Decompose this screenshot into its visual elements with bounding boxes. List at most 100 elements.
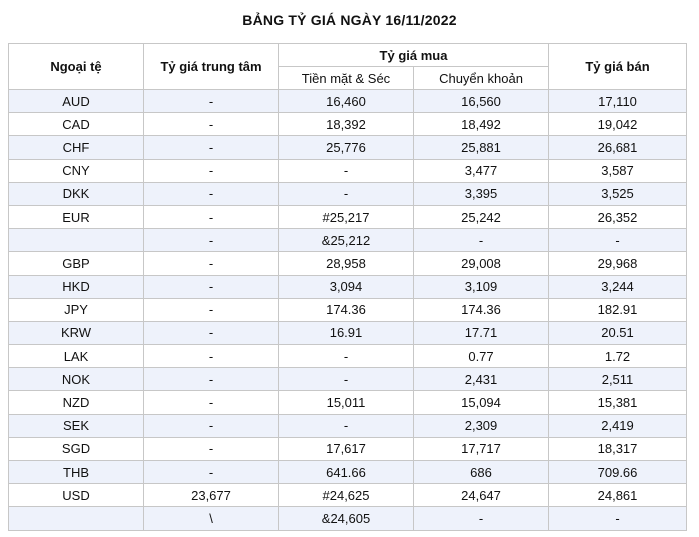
cash-buy-cell: - bbox=[278, 344, 414, 369]
sell-rate-cell: 19,042 bbox=[548, 112, 688, 137]
central-rate-cell: - bbox=[143, 274, 279, 299]
transfer-buy-cell: - bbox=[412, 228, 550, 253]
central-rate-cell: - bbox=[143, 320, 279, 346]
sell-rate-cell: 1.72 bbox=[548, 344, 688, 369]
sell-rate-cell: 3,244 bbox=[548, 274, 688, 299]
sell-rate-cell: 26,352 bbox=[548, 204, 688, 230]
central-rate-cell: - bbox=[143, 88, 279, 114]
cash-buy-cell: 15,011 bbox=[278, 390, 414, 415]
transfer-buy-cell: 24,647 bbox=[412, 483, 550, 508]
transfer-buy-cell: 3,109 bbox=[412, 274, 550, 299]
cash-buy-cell: 641.66 bbox=[278, 459, 414, 485]
transfer-buy-cell: 0.77 bbox=[412, 344, 550, 369]
cash-buy-cell: - bbox=[278, 158, 414, 183]
cash-buy-cell: 174.36 bbox=[278, 297, 414, 322]
currency-cell: SGD bbox=[8, 436, 144, 462]
table-row: EUR - #25,217 25,242 26,352 bbox=[8, 204, 688, 230]
transfer-buy-cell: - bbox=[412, 506, 550, 531]
sell-rate-cell: 2,419 bbox=[548, 413, 688, 438]
currency-cell: THB bbox=[8, 459, 144, 485]
table-row: AUD -16,460 16,560 17,110 bbox=[8, 88, 688, 114]
transfer-buy-cell: 15,094 bbox=[412, 390, 550, 415]
currency-cell: DKK bbox=[8, 181, 144, 206]
header-transfer: Chuyển khoản bbox=[412, 66, 550, 90]
cash-buy-cell: &24,605 bbox=[278, 506, 414, 531]
sell-rate-cell: 3,587 bbox=[548, 158, 688, 183]
currency-cell: LAK bbox=[8, 344, 144, 369]
table-body: AUD -16,460 16,560 17,110 CAD -18,392 18,492 19… bbox=[8, 88, 688, 531]
header-sell-rate: Tỷ giá bán bbox=[548, 43, 688, 90]
transfer-buy-cell: 25,242 bbox=[412, 204, 550, 230]
transfer-buy-cell: 3,477 bbox=[412, 158, 550, 183]
sell-rate-cell: - bbox=[548, 506, 688, 531]
sell-rate-cell: 17,110 bbox=[548, 88, 688, 114]
transfer-buy-cell: 17.71 bbox=[412, 320, 550, 346]
cash-buy-cell: 28,958 bbox=[278, 251, 414, 276]
transfer-buy-cell: 18,492 bbox=[412, 112, 550, 137]
transfer-buy-cell: 686 bbox=[412, 459, 550, 485]
currency-cell: CNY bbox=[8, 158, 144, 183]
transfer-buy-cell: 3,395 bbox=[412, 181, 550, 206]
central-rate-cell: - bbox=[143, 158, 279, 183]
currency-cell: GBP bbox=[8, 251, 144, 276]
currency-cell: CHF bbox=[8, 135, 144, 160]
sell-rate-cell: 18,317 bbox=[548, 436, 688, 462]
central-rate-cell: - bbox=[143, 251, 279, 276]
currency-cell: HKD bbox=[8, 274, 144, 299]
cash-buy-cell: - bbox=[278, 413, 414, 438]
transfer-buy-cell: 174.36 bbox=[412, 297, 550, 322]
header-cash-cheque: Tiền mặt & Séc bbox=[278, 66, 414, 90]
currency-cell: KRW bbox=[8, 320, 144, 346]
cash-buy-cell: 18,392 bbox=[278, 112, 414, 137]
currency-cell: SEK bbox=[8, 413, 144, 438]
table-row: \ &24,605- - bbox=[8, 506, 688, 531]
cash-buy-cell: 25,776 bbox=[278, 135, 414, 160]
cash-buy-cell: - bbox=[278, 367, 414, 392]
central-rate-cell: - bbox=[143, 459, 279, 485]
table-row: SEK - -2,309 2,419 bbox=[8, 413, 688, 438]
central-rate-cell: 23,677 bbox=[143, 483, 279, 508]
transfer-buy-cell: 2,431 bbox=[412, 367, 550, 392]
currency-cell bbox=[8, 506, 144, 531]
sell-rate-cell: - bbox=[548, 228, 688, 253]
table-row: NZD -15,011 15,094 15,381 bbox=[8, 390, 688, 415]
central-rate-cell: - bbox=[143, 135, 279, 160]
transfer-buy-cell: 17,717 bbox=[412, 436, 550, 462]
transfer-buy-cell: 2,309 bbox=[412, 413, 550, 438]
header-currency: Ngoại tệ bbox=[8, 43, 144, 90]
table-row: THB -641.66 686 709.66 bbox=[8, 459, 688, 485]
currency-cell bbox=[8, 228, 144, 253]
currency-cell: CAD bbox=[8, 112, 144, 137]
sell-rate-cell: 182.91 bbox=[548, 297, 688, 322]
currency-cell: AUD bbox=[8, 88, 144, 114]
sell-rate-cell: 15,381 bbox=[548, 390, 688, 415]
table-row: NOK - -2,431 2,511 bbox=[8, 367, 688, 392]
sell-rate-cell: 20.51 bbox=[548, 320, 688, 346]
page-title: BẢNG TỶ GIÁ NGÀY 16/11/2022 bbox=[242, 12, 457, 28]
sell-rate-cell: 29,968 bbox=[548, 251, 688, 276]
table-row: USD 23,677 #24,625 24,647 24,861 bbox=[8, 483, 688, 508]
transfer-buy-cell: 16,560 bbox=[412, 88, 550, 114]
exchange-rate-table: Ngoại tệ Tỷ giá trung tâm Tỷ giá mua Tỷ … bbox=[8, 43, 688, 531]
table-row: JPY -174.36 174.36 182.91 bbox=[8, 297, 688, 322]
sell-rate-cell: 709.66 bbox=[548, 459, 688, 485]
cash-buy-cell: #24,625 bbox=[278, 483, 414, 508]
sell-rate-cell: 26,681 bbox=[548, 135, 688, 160]
header-central-rate: Tỷ giá trung tâm bbox=[143, 43, 279, 90]
cash-buy-cell: - bbox=[278, 181, 414, 206]
transfer-buy-cell: 29,008 bbox=[412, 251, 550, 276]
cash-buy-cell: #25,217 bbox=[278, 204, 414, 230]
currency-cell: EUR bbox=[8, 204, 144, 230]
table-row: - &25,212- - bbox=[8, 228, 688, 253]
cash-buy-cell: 16.91 bbox=[278, 320, 414, 346]
table-row: CHF -25,776 25,881 26,681 bbox=[8, 135, 688, 160]
currency-cell: JPY bbox=[8, 297, 144, 322]
cash-buy-cell: 16,460 bbox=[278, 88, 414, 114]
central-rate-cell: - bbox=[143, 204, 279, 230]
central-rate-cell: - bbox=[143, 228, 279, 253]
cash-buy-cell: &25,212 bbox=[278, 228, 414, 253]
table-row: GBP -28,958 29,008 29,968 bbox=[8, 251, 688, 276]
cash-buy-cell: 17,617 bbox=[278, 436, 414, 462]
central-rate-cell: \ bbox=[143, 506, 279, 531]
central-rate-cell: - bbox=[143, 390, 279, 415]
